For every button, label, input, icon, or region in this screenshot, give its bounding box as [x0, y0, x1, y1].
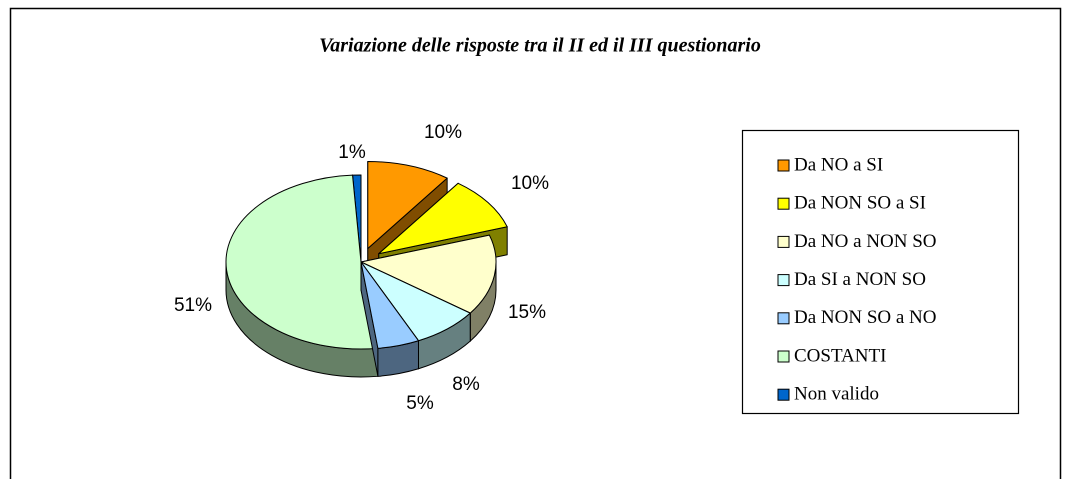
legend-label: COSTANTI [794, 345, 886, 366]
slice-top [225, 174, 379, 350]
slice-top [360, 234, 497, 314]
legend-swatch [777, 388, 790, 401]
legend-label: Non valido [794, 384, 879, 405]
legend-label: Da SI a NON SO [794, 269, 926, 290]
pie-slice [360, 261, 419, 377]
legend-swatch [777, 350, 790, 363]
pie-slice [225, 174, 379, 378]
legend-label: Da NO a NON SO [794, 231, 936, 252]
legend-label: Da NON SO a SI [794, 193, 926, 214]
chart-title: Variazione delle risposte tra il II ed i… [319, 35, 761, 57]
data-label: 10% [511, 173, 549, 194]
data-label: 10% [424, 122, 462, 143]
chart-frame [9, 7, 1062, 479]
slice-top [360, 261, 419, 349]
legend-swatch [777, 235, 790, 248]
data-label: 8% [452, 374, 480, 395]
legend-swatch [777, 197, 790, 210]
data-label: 15% [508, 302, 546, 323]
legend-label: Da NON SO a NO [794, 307, 936, 328]
legend-box [741, 129, 1020, 415]
data-label: 51% [174, 295, 212, 316]
legend-swatch [777, 312, 790, 325]
data-label: 5% [406, 393, 434, 414]
legend-swatch [777, 159, 790, 172]
data-label: 1% [338, 142, 366, 163]
legend-swatch [777, 274, 790, 287]
legend-label: Da NO a SI [794, 154, 883, 175]
slice-top [378, 182, 508, 255]
slice-top [367, 161, 448, 250]
